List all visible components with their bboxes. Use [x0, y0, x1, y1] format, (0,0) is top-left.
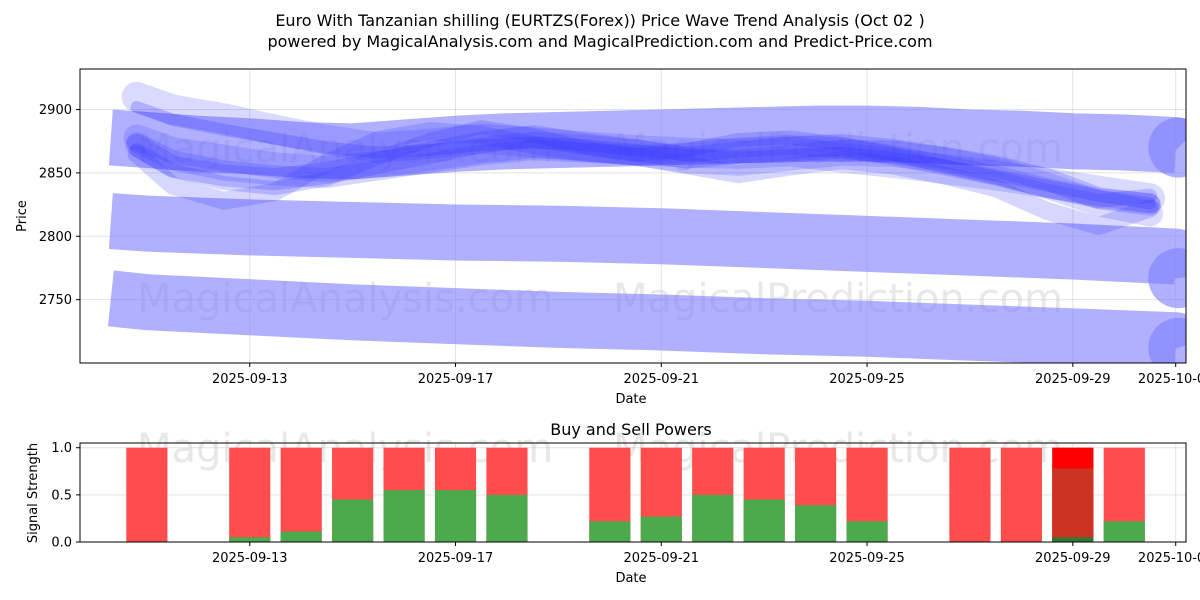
- price-series: [107, 81, 1186, 363]
- buy-bar: [795, 505, 837, 542]
- trend-band-cap-3: [1148, 317, 1186, 363]
- sell-bar: [126, 447, 168, 542]
- signal-xtick-label: 2025-09-29: [1035, 551, 1111, 566]
- price-ytick-label: 2800: [39, 230, 72, 245]
- signal-bars: [126, 447, 1145, 542]
- sell-bar: [280, 447, 322, 542]
- wave-line-7: [130, 101, 1156, 210]
- buy-bar: [486, 494, 528, 542]
- wave-line-6: [126, 132, 1160, 214]
- price-chart: MagicalAnalysis.com MagicalPrediction.co…: [15, 68, 1200, 407]
- signal-ytick-label: 0.0: [51, 536, 72, 551]
- buy-bar: [332, 499, 374, 542]
- wave-line-5: [129, 120, 1157, 208]
- price-axes: 2750 2800 2850 2900 2025-09-13 2025-09-17 2025…: [39, 103, 1200, 387]
- buy-bar: [846, 521, 888, 542]
- trend-band-cap-1: [1148, 117, 1186, 178]
- price-ytick-label: 2900: [39, 103, 72, 118]
- buy-bar: [589, 521, 631, 542]
- trend-band-3: [107, 270, 1186, 363]
- chart-title-line1: Euro With Tanzanian shilling (EURTZS(For…: [275, 11, 924, 30]
- signal-axes: 0.0 0.5 1.0 2025-09-13 2025-09-17 2025-09-21 2…: [51, 441, 1200, 566]
- signal-xtick-label: 2025-10-01: [1138, 551, 1200, 566]
- signal-xtick-label: 2025-09-25: [829, 551, 905, 566]
- sell-bar: [229, 447, 271, 542]
- trend-band-1: [108, 105, 1186, 180]
- signal-ytick-label: 0.5: [51, 488, 72, 503]
- sell-bar: [1000, 447, 1042, 542]
- price-plot-frame: [79, 68, 1187, 364]
- buy-bar: [383, 490, 425, 542]
- sell-bar: [949, 447, 991, 542]
- wave-line-1: [121, 81, 1165, 214]
- price-xtick-label: 2025-09-25: [829, 372, 905, 387]
- price-xtick-label: 2025-09-17: [418, 372, 494, 387]
- trend-band-2: [108, 193, 1186, 285]
- signal-ylabel: Signal Strength: [26, 443, 41, 543]
- buy-bar: [1103, 521, 1145, 542]
- buy-bar: [434, 490, 477, 542]
- trend-band-cap-2: [1148, 248, 1186, 309]
- overlay-bar: [1052, 468, 1094, 542]
- buy-bar: [692, 494, 734, 542]
- buy-bar: [229, 537, 271, 542]
- price-ytick-label: 2750: [39, 293, 72, 308]
- buy-bar: [743, 499, 785, 542]
- signal-chart: Buy and Sell Powers MagicalAnalysis.com …: [26, 420, 1200, 586]
- price-xtick-label: 2025-09-13: [212, 372, 288, 387]
- signal-ytick-label: 1.0: [51, 441, 72, 456]
- wave-line-2: [125, 125, 1161, 216]
- chart-title-line2: powered by MagicalAnalysis.com and Magic…: [267, 32, 932, 51]
- wave-line-3: [127, 122, 1159, 236]
- signal-xtick-label: 2025-09-17: [418, 551, 494, 566]
- price-xtick-label: 2025-10-01: [1138, 372, 1200, 387]
- price-ytick-label: 2850: [39, 166, 72, 181]
- signal-xlabel: Date: [615, 571, 646, 586]
- price-ylabel: Price: [15, 200, 30, 232]
- signal-plot-frame: [79, 442, 1187, 543]
- signal-xtick-label: 2025-09-21: [624, 551, 700, 566]
- signal-xtick-label: 2025-09-13: [212, 551, 288, 566]
- wave-line-4: [123, 124, 1163, 227]
- buy-bar-overlay: [1052, 537, 1094, 542]
- signal-title: Buy and Sell Powers: [550, 420, 712, 439]
- buy-bar: [640, 516, 682, 542]
- price-xtick-label: 2025-09-21: [624, 372, 700, 387]
- price-xlabel: Date: [615, 392, 646, 407]
- price-xtick-label: 2025-09-29: [1035, 372, 1111, 387]
- buy-bar: [280, 531, 322, 542]
